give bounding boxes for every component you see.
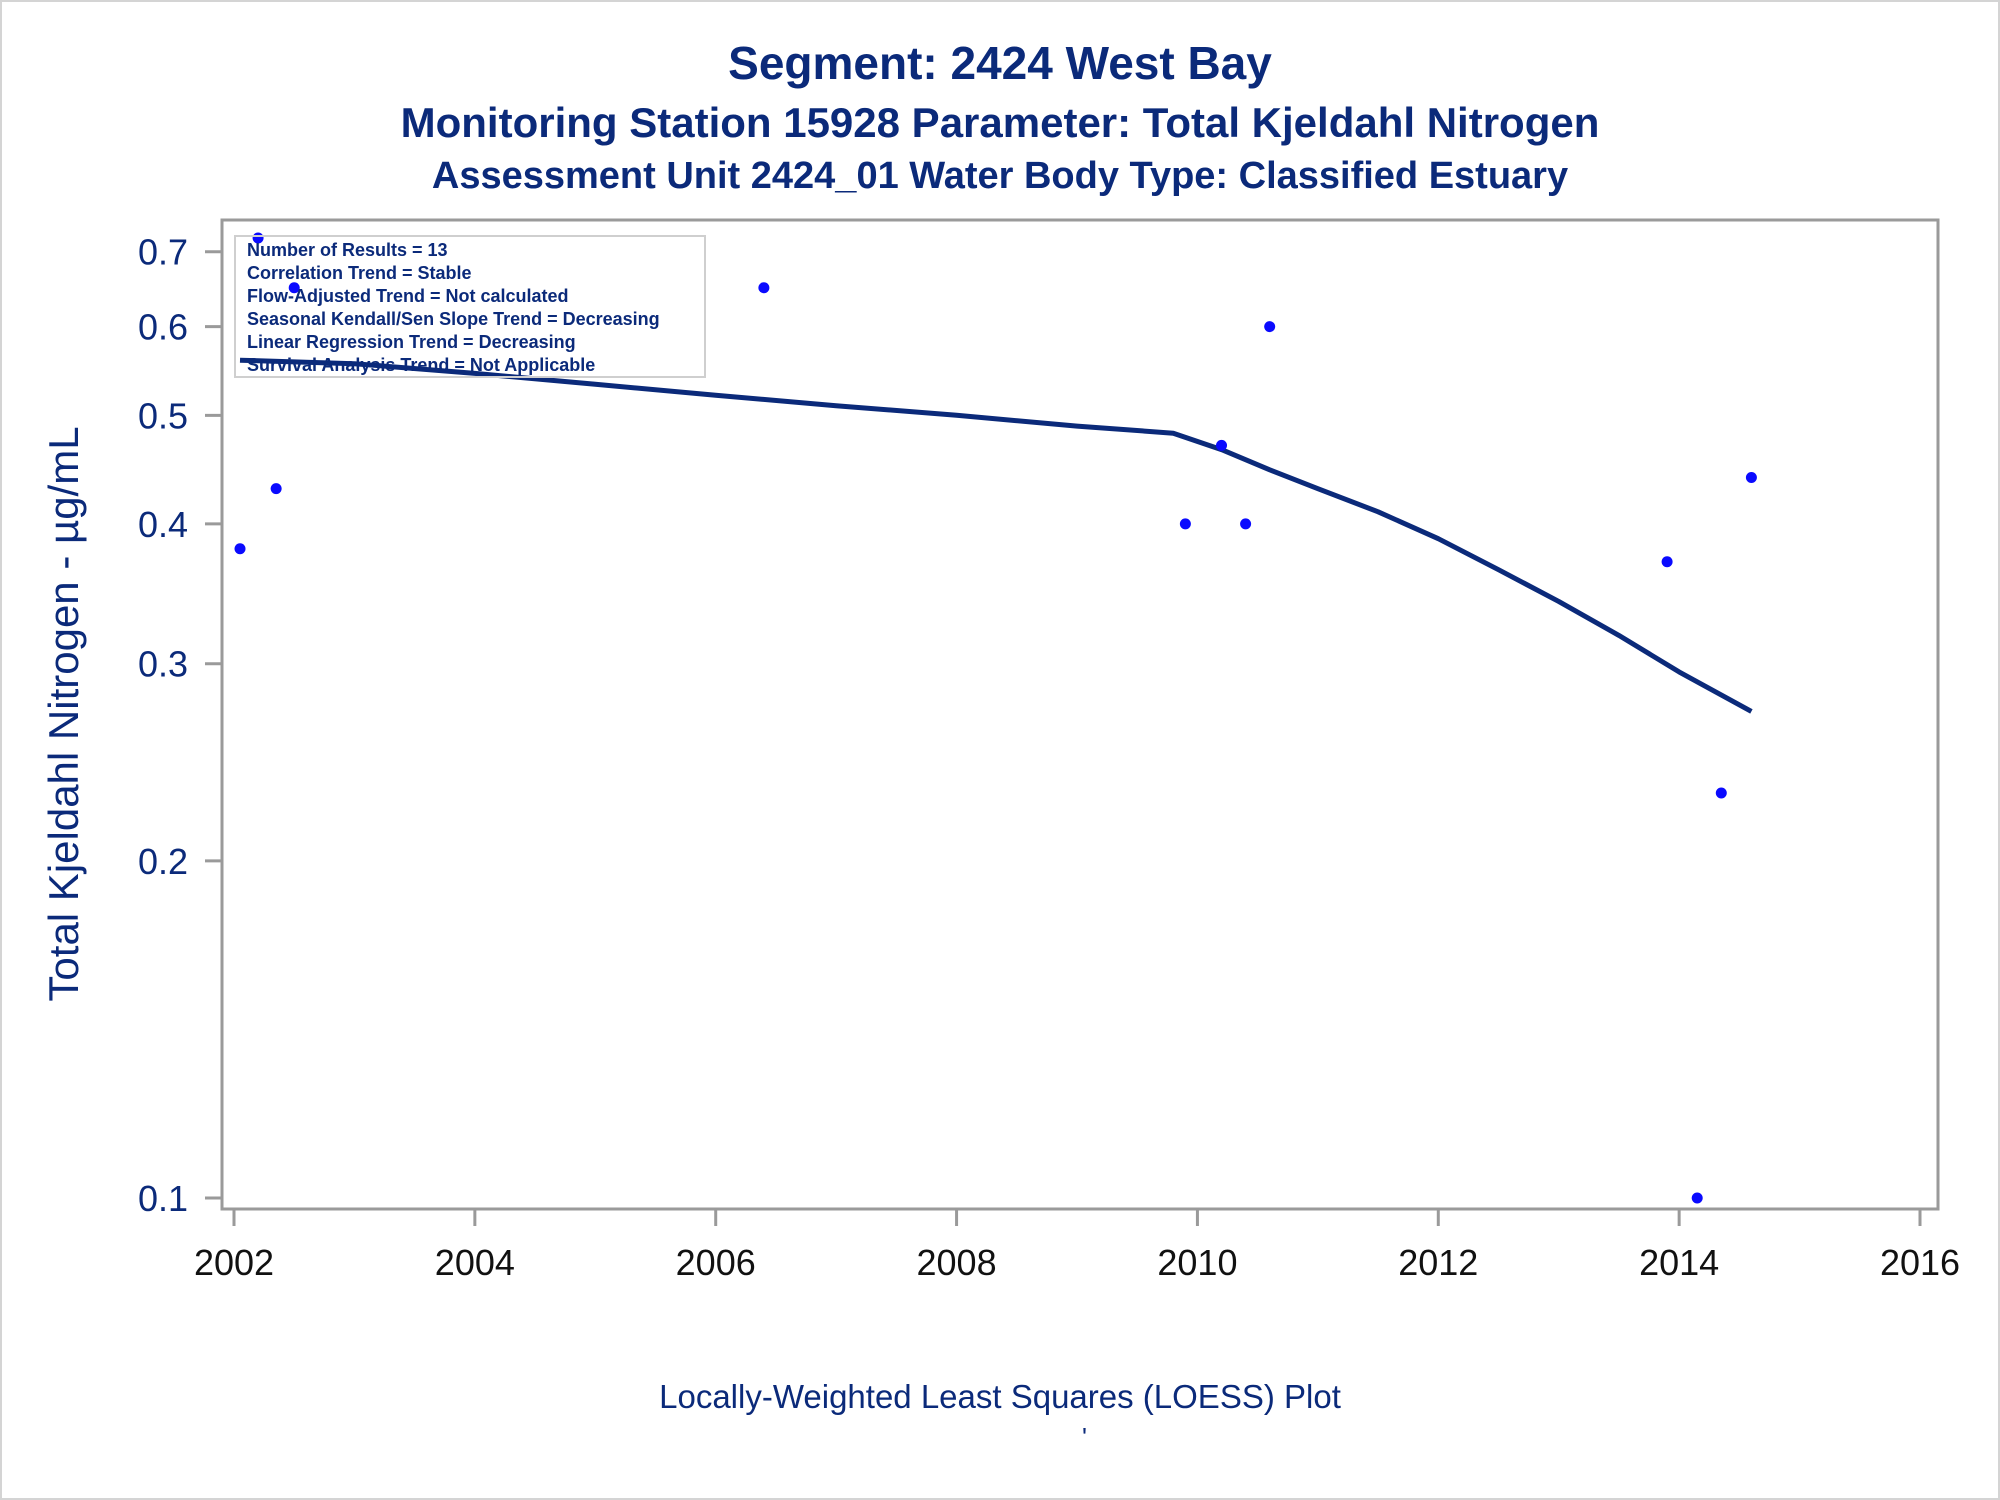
y-tick-label: 0.1 — [138, 1178, 188, 1219]
data-point — [288, 282, 300, 294]
chart-subtitle-assessment: Assessment Unit 2424_01 Water Body Type:… — [431, 155, 1569, 197]
x-tick-label: 2004 — [435, 1242, 515, 1283]
x-tick-label: 2016 — [1880, 1242, 1960, 1283]
info-box-line: Flow-Adjusted Trend = Not calculated — [247, 286, 569, 306]
y-tick-label: 0.4 — [138, 504, 188, 545]
x-tick-label: 2010 — [1157, 1242, 1237, 1283]
data-point — [234, 543, 246, 555]
x-tick-label: 2006 — [676, 1242, 756, 1283]
footnote: Locally-Weighted Least Squares (LOESS) P… — [659, 1378, 1341, 1415]
x-tick-label: 2002 — [194, 1242, 274, 1283]
y-tick-label: 0.6 — [138, 307, 188, 348]
chart-subtitle-station: Monitoring Station 15928 Parameter: Tota… — [400, 99, 1600, 146]
info-box-border — [234, 235, 706, 378]
data-point — [1264, 321, 1276, 333]
data-point — [1216, 439, 1228, 451]
info-box-line: Survival Analysis Trend = Not Applicable — [247, 355, 595, 375]
x-tick-label: 2014 — [1639, 1242, 1719, 1283]
footnote-mark: ' — [1082, 1422, 1087, 1452]
loess-line — [239, 357, 1753, 714]
data-point — [270, 483, 282, 495]
info-box-line: Number of Results = 13 — [247, 240, 448, 260]
x-axis-ticks: 2002 2004 2006 2008 2010 2012 2014 2016 — [194, 1209, 1960, 1283]
data-points-group — [234, 232, 1757, 1204]
y-tick-label: 0.3 — [138, 644, 188, 685]
info-box-line: Correlation Trend = Stable — [247, 263, 472, 283]
data-point — [1661, 556, 1673, 568]
trend-info-box: Number of Results = 13 Correlation Trend … — [234, 235, 706, 378]
y-axis-ticks: 0.1 0.2 0.3 0.4 0.5 0.6 0.7 — [138, 232, 222, 1219]
info-box-line: Linear Regression Trend = Decreasing — [247, 332, 576, 352]
info-box-line: Seasonal Kendall/Sen Slope Trend = Decre… — [247, 309, 660, 329]
data-point — [1179, 518, 1191, 530]
chart-title: Segment: 2424 West Bay — [728, 37, 1272, 89]
x-tick-label: 2012 — [1398, 1242, 1478, 1283]
y-axis-label: Total Kjeldahl Nitrogen - µg/mL — [40, 426, 87, 1001]
data-point — [1691, 1192, 1703, 1204]
data-point — [1745, 471, 1757, 483]
data-point — [1715, 787, 1727, 799]
loess-curve-group — [239, 357, 1753, 714]
y-tick-label: 0.5 — [138, 395, 188, 436]
x-tick-label: 2008 — [917, 1242, 997, 1283]
data-point — [758, 282, 770, 294]
y-tick-label: 0.7 — [138, 232, 188, 273]
data-point — [1240, 518, 1252, 530]
y-tick-label: 0.2 — [138, 841, 188, 882]
plot-area-frame — [220, 218, 1940, 1211]
